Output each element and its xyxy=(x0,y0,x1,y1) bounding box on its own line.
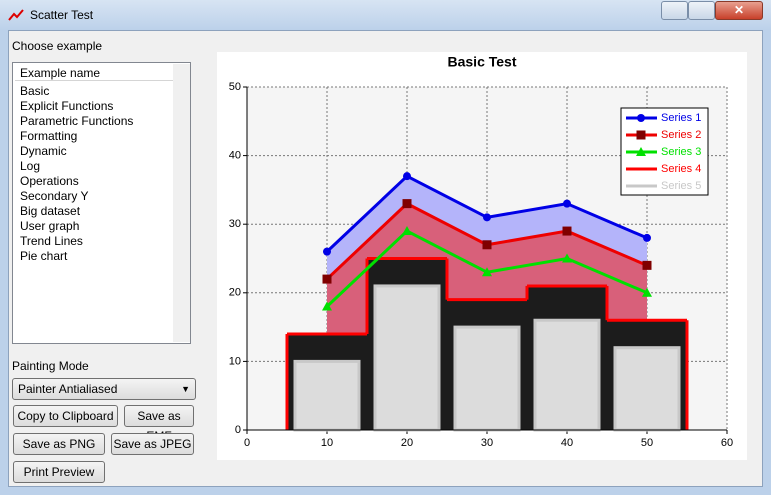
marker xyxy=(482,267,492,277)
marker xyxy=(322,301,332,311)
list-item[interactable]: Log xyxy=(20,159,41,173)
bar xyxy=(533,318,601,432)
list-item[interactable]: Trend Lines xyxy=(20,234,83,248)
example-list[interactable]: Example name Basic Explicit Functions Para… xyxy=(12,62,191,344)
marker xyxy=(323,247,331,256)
marker xyxy=(562,226,572,236)
window-title: Scatter Test xyxy=(30,8,94,22)
close-button[interactable]: ✕ xyxy=(715,1,763,20)
list-item[interactable]: Basic xyxy=(20,84,50,98)
list-item[interactable]: Pie chart xyxy=(20,249,68,263)
x-tick-label: 0 xyxy=(244,437,250,449)
x-tick-label: 50 xyxy=(641,437,653,449)
painting-combo[interactable]: Painter Antialiased ▼ xyxy=(12,378,196,400)
legend-label: Series 3 xyxy=(661,146,701,158)
combo-text: Painter Antialiased xyxy=(18,382,118,396)
x-tick-label: 20 xyxy=(401,437,413,449)
title-bar: Scatter Test ✕ xyxy=(0,0,771,30)
marker xyxy=(322,274,332,284)
list-item[interactable]: Formatting xyxy=(20,129,78,143)
marker xyxy=(403,172,411,181)
marker xyxy=(643,233,651,242)
y-tick-label: 10 xyxy=(229,355,241,367)
y-tick-label: 40 xyxy=(229,150,241,162)
choose-label: Choose example xyxy=(12,39,103,53)
marker xyxy=(642,287,652,297)
marker xyxy=(483,213,491,222)
y-tick-label: 30 xyxy=(229,218,241,230)
x-tick-label: 10 xyxy=(321,437,333,449)
button[interactable]: Save as EMF xyxy=(124,405,194,443)
combo-arrow: ▼ xyxy=(181,384,190,394)
y-tick-label: 50 xyxy=(229,81,241,93)
bar xyxy=(613,346,681,432)
bar xyxy=(373,284,441,432)
chart: Basic Test 0 10 20 30 40 50 0 10 20 30 40 50 60 Serie… xyxy=(217,52,747,460)
legend-label: Series 2 xyxy=(661,129,701,141)
marker xyxy=(482,240,492,250)
marker xyxy=(402,226,412,236)
legend-label: Series 1 xyxy=(661,112,701,124)
marker xyxy=(562,253,572,263)
button[interactable]: Print Preview xyxy=(13,461,105,483)
bar xyxy=(453,325,521,432)
list-item[interactable]: Secondary Y xyxy=(20,189,89,203)
legend-label: Series 4 xyxy=(661,163,701,175)
button[interactable]: Copy to Clipboard xyxy=(13,405,118,427)
y-tick-label: 20 xyxy=(229,287,241,299)
marker xyxy=(642,260,652,270)
maximize-button[interactable] xyxy=(688,1,715,20)
list-header: Example name xyxy=(15,65,173,81)
minimize-button[interactable] xyxy=(661,1,688,20)
list-item[interactable]: Big dataset xyxy=(20,204,81,218)
marker xyxy=(402,199,412,209)
list-item[interactable]: User graph xyxy=(20,219,80,233)
marker xyxy=(636,130,646,140)
scrollbar[interactable] xyxy=(173,64,190,342)
marker xyxy=(637,114,645,122)
chart-title: Basic Test xyxy=(448,54,517,70)
marker xyxy=(636,147,646,156)
button[interactable]: Save as JPEG xyxy=(111,433,194,455)
list-item[interactable]: Operations xyxy=(20,174,79,188)
x-tick-label: 60 xyxy=(721,437,733,449)
list-item[interactable]: Explicit Functions xyxy=(20,99,114,113)
x-tick-label: 30 xyxy=(481,437,493,449)
legend-label: Series 5 xyxy=(661,180,701,192)
list-item[interactable]: Dynamic xyxy=(20,144,67,158)
y-tick-label: 0 xyxy=(235,424,241,436)
bar xyxy=(293,359,361,432)
app-icon xyxy=(8,9,24,21)
marker xyxy=(563,199,571,208)
painting-label: Painting Mode xyxy=(12,359,89,373)
list-item[interactable]: Parametric Functions xyxy=(20,114,134,128)
x-tick-label: 40 xyxy=(561,437,573,449)
button[interactable]: Save as PNG xyxy=(13,433,105,455)
